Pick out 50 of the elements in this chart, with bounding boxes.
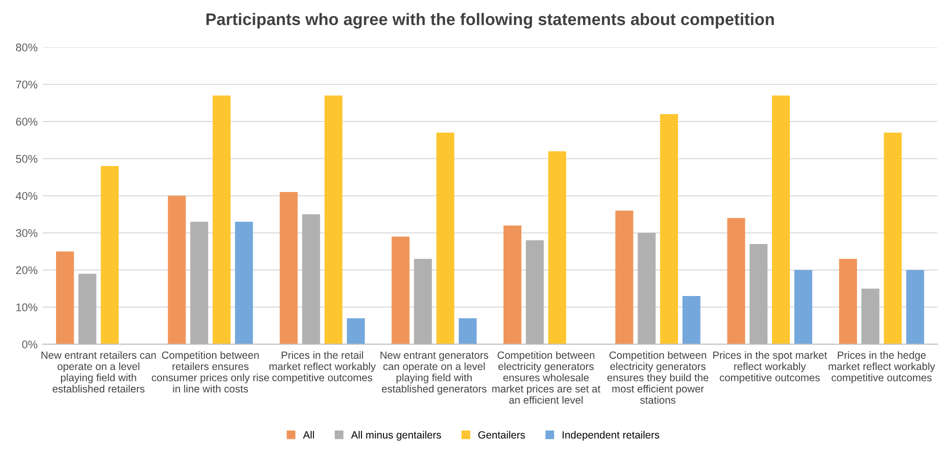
bar	[772, 96, 790, 344]
bar	[884, 132, 902, 344]
bar	[615, 210, 634, 344]
bar	[78, 274, 96, 344]
bar	[750, 244, 768, 344]
bar	[190, 222, 208, 344]
x-tick-label: New entrant generators can operate on a level playing field with established generators	[380, 352, 488, 395]
bar	[526, 240, 544, 344]
legend-label: Gentailers	[478, 430, 525, 439]
x-tick-label: Competition between electricity generators ensures wholesale market prices are set at an efficient level	[492, 351, 600, 404]
bar	[861, 288, 880, 344]
bar	[436, 132, 454, 344]
x-tick-label: Prices in the hedge market reflect workably competitive outcomes	[828, 351, 936, 384]
chart-title: Participants who agree with the following statements about competition	[206, 12, 774, 29]
y-tick-label: 30%	[16, 229, 38, 238]
bar	[638, 232, 656, 344]
bar	[682, 296, 700, 344]
y-tick-label: 50%	[16, 154, 38, 163]
bar	[414, 258, 432, 344]
bar	[346, 318, 365, 344]
x-tick-label: Competition between electricity generators ensures they build the most efficient power stations	[607, 351, 708, 404]
bar	[458, 318, 477, 344]
y-tick-label: 80%	[16, 44, 38, 52]
bar	[302, 214, 320, 344]
y-tick-label: 40%	[16, 192, 38, 200]
bar	[168, 196, 186, 344]
bar	[235, 222, 253, 344]
y-tick-label: 60%	[16, 118, 38, 126]
legend-label: All minus gentailers	[351, 430, 441, 441]
legend-label: Independent retailers	[562, 430, 660, 441]
bar	[56, 251, 74, 344]
bar	[660, 114, 678, 344]
bar	[324, 96, 342, 344]
y-tick-label: 0%	[22, 340, 38, 348]
bar	[503, 225, 522, 344]
y-tick-label: 20%	[16, 266, 38, 274]
bar	[794, 270, 812, 344]
bar	[548, 151, 566, 344]
bar	[100, 166, 119, 344]
legend-label: All	[303, 430, 314, 438]
x-tick-label: Prices in the spot market reflect workably competitive outcomes	[713, 351, 827, 384]
x-tick-label: Prices in the retail market reflect workably competitive outcomes	[269, 351, 376, 384]
y-tick-label: 70%	[16, 80, 38, 89]
bar	[906, 270, 924, 344]
bar	[839, 258, 857, 344]
bar	[280, 192, 298, 344]
bar	[727, 218, 746, 344]
y-tick-label: 10%	[16, 303, 38, 312]
bar	[212, 96, 231, 344]
bar	[392, 236, 410, 344]
